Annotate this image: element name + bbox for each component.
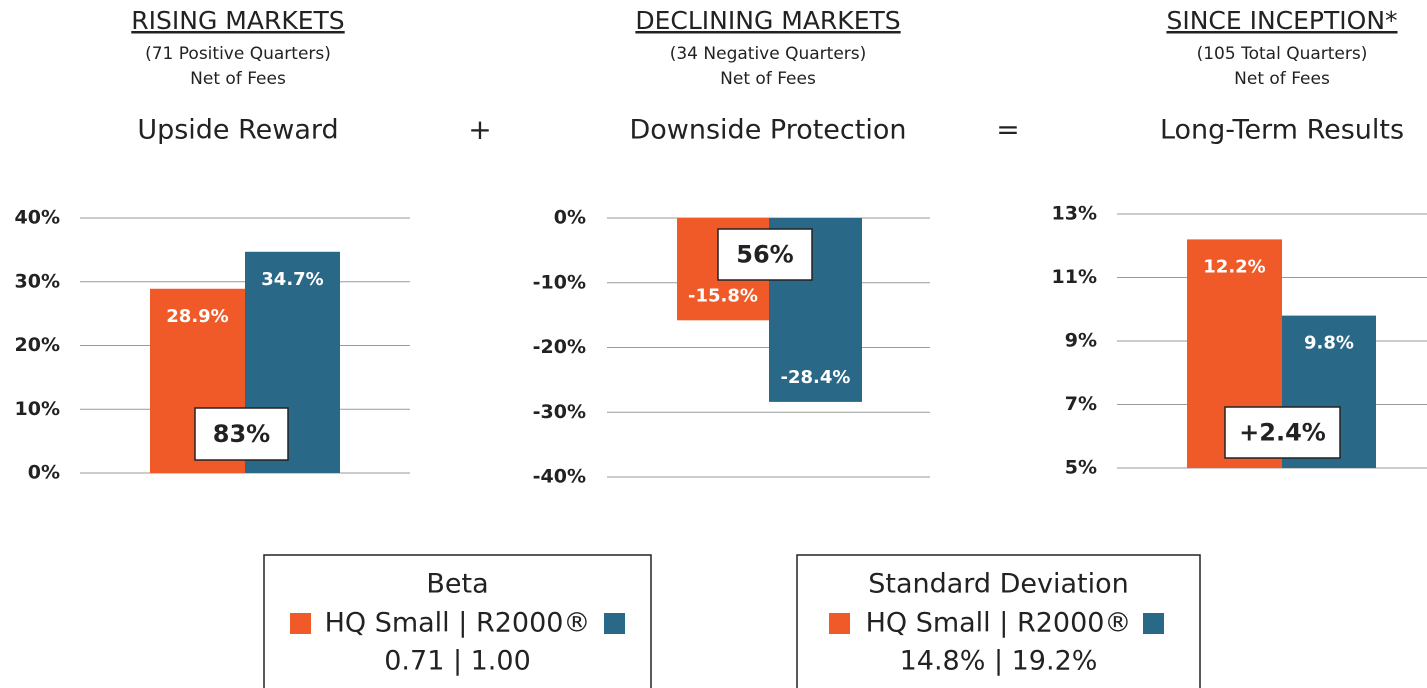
y-tick-label: -30%: [533, 401, 586, 423]
annotation-box: [194, 407, 289, 461]
stat-values: 0.71 | 1.00: [384, 646, 531, 677]
value-label: 12.2%: [1203, 256, 1265, 277]
stat-box: [263, 554, 652, 688]
panel-subtitle: Net of Fees: [720, 69, 816, 89]
y-tick-label: 30%: [15, 270, 60, 292]
stat-title: Beta: [426, 569, 488, 600]
value-label: -15.8%: [688, 285, 758, 306]
panel-title: DECLINING MARKETS: [635, 6, 900, 35]
panel-subtitle: (71 Positive Quarters): [145, 44, 331, 64]
panel-title: RISING MARKETS: [131, 6, 344, 35]
y-tick-label: -20%: [533, 336, 586, 358]
panel-heading: Long-Term Results: [1160, 115, 1404, 146]
stat-legend: HQ Small | R2000®: [866, 608, 1132, 639]
panel-heading: Downside Protection: [629, 115, 906, 146]
y-tick-label: 11%: [1052, 266, 1097, 288]
y-tick-label: 20%: [15, 334, 60, 356]
legend-swatch: [290, 613, 311, 634]
panel-subtitle: Net of Fees: [190, 69, 286, 89]
panel-title: SINCE INCEPTION*: [1166, 6, 1397, 35]
y-tick-label: 5%: [1065, 457, 1097, 479]
y-tick-label: 0%: [28, 462, 60, 484]
legend-swatch: [604, 613, 625, 634]
y-tick-label: -10%: [533, 271, 586, 293]
y-tick-label: 0%: [554, 207, 586, 229]
y-tick-label: 40%: [15, 207, 60, 229]
y-tick-label: 10%: [15, 398, 60, 420]
y-tick-label: -40%: [533, 466, 586, 488]
operator: +: [468, 113, 491, 146]
annotation: 83%: [213, 420, 270, 448]
value-label: 34.7%: [261, 269, 323, 290]
operator: =: [996, 113, 1019, 146]
value-label: -28.4%: [781, 367, 851, 388]
stat-values: 14.8% | 19.2%: [900, 646, 1098, 677]
panel-heading: Upside Reward: [137, 115, 338, 146]
annotation: 56%: [736, 241, 793, 269]
y-tick-label: 13%: [1052, 203, 1097, 225]
stat-box: [796, 554, 1201, 688]
y-tick-label: 7%: [1065, 393, 1097, 415]
stat-title: Standard Deviation: [868, 569, 1129, 600]
annotation-box: [1224, 406, 1341, 459]
panel-subtitle: (34 Negative Quarters): [670, 44, 867, 64]
annotation-box: [717, 228, 813, 281]
annotation: +2.4%: [1239, 419, 1326, 447]
panel-subtitle: (105 Total Quarters): [1197, 44, 1368, 64]
y-tick-label: 9%: [1065, 330, 1097, 352]
value-label: 28.9%: [166, 306, 228, 327]
value-label: 9.8%: [1304, 333, 1354, 354]
stat-legend: HQ Small | R2000®: [325, 608, 591, 639]
legend-swatch: [829, 613, 850, 634]
panel-subtitle: Net of Fees: [1234, 69, 1330, 89]
legend-swatch: [1143, 613, 1164, 634]
